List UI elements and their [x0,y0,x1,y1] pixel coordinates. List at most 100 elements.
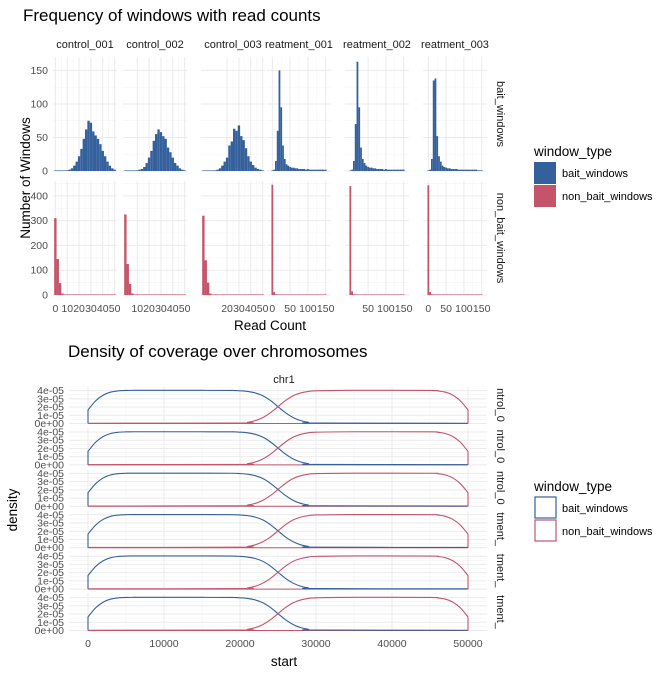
density-y-tick-label: 3e-05 [37,476,64,488]
histogram-bar [111,168,114,171]
histogram-bar [254,294,257,295]
histogram-bar [291,167,293,171]
x-tick-label: 30 [233,303,245,315]
histogram-bar [372,168,375,171]
density-line-bait-windows [87,514,469,548]
histogram-bar [166,294,170,295]
histogram-bar [298,168,300,171]
histogram-bar [468,294,471,295]
histogram-bar [361,158,364,171]
histogram-bar [283,294,286,295]
histogram-bar [211,294,215,295]
histogram-bar [319,294,322,295]
histogram-bar [307,168,309,171]
density-y-tick-label: 1e-05 [37,451,64,463]
histogram-bar [233,128,236,171]
histogram-bar [374,294,377,295]
histogram-bar [429,292,431,295]
histogram-bar [113,294,116,295]
density-facet-strip-row: ntrol_0 [494,471,506,505]
histogram-bar [124,170,127,171]
histogram-bar [204,260,207,295]
histogram-bar [473,294,476,295]
density-y-axis-title: density [5,488,20,531]
histogram-bar [87,294,90,295]
histogram-panel [345,181,409,296]
facet-strip-col: reatment_003 [421,39,489,51]
histogram-bar [124,214,127,295]
histogram-panel [123,57,187,172]
histogram-bar [223,294,226,295]
histogram-bar [367,294,369,295]
histogram-bar [162,136,165,171]
histogram-bar [361,294,364,295]
x-tick-label: 150 [317,303,335,315]
histogram-panel [123,181,187,296]
density-line-non-bait-windows [87,513,469,548]
histogram-bar [278,294,281,295]
density-x-tick-label: 20000 [225,638,254,650]
histogram-bar [251,294,255,295]
histogram-bar [445,167,447,171]
histogram-bar [280,107,283,171]
histogram-bar [92,131,95,171]
x-tick-label: 40 [167,303,179,315]
histogram-bar [445,294,447,295]
histogram-bar [256,294,260,295]
histogram-bar [289,166,291,171]
x-tick-label: 20 [221,303,233,315]
histogram-bar [468,169,471,171]
histogram-bar [289,294,291,295]
histogram-bar [89,294,93,295]
histogram-bar [126,264,129,295]
histogram-bar [164,138,167,171]
histogram-bar [455,294,458,295]
histogram-bar [388,169,391,171]
histogram-bar [56,170,59,171]
histogram-bar [271,184,274,295]
histogram-bar [273,169,275,171]
histogram-bar [477,170,479,171]
histogram-bar [138,169,141,171]
x-tick-label: 100 [299,303,317,315]
histogram-bar [381,168,384,171]
histogram-bar [128,283,132,295]
facet-strip-col: reatment_001 [265,39,333,51]
density-facet-strip-chr1: chr1 [273,374,294,386]
legend-title: window_type [533,479,612,494]
histogram-bar [106,161,109,171]
histogram-bar [285,164,288,171]
histogram-bar [237,294,241,295]
histogram-bar [383,169,385,171]
x-tick-label: 150 [395,303,413,315]
histogram-bar [216,294,219,295]
histogram-bar [470,294,472,295]
histogram-bar [441,294,444,295]
histogram-bar [349,185,352,295]
facet-strip-col: control_002 [126,39,184,51]
histogram-bar [82,294,85,295]
histogram-bar [103,294,107,295]
histogram-bar [308,169,311,171]
histogram-bar [228,145,231,171]
histogram-bar [317,294,320,295]
histogram-bar [429,169,431,171]
histogram-bar [305,169,307,171]
histogram-bar [54,218,57,295]
histogram-bar [321,294,323,295]
histogram-bar [455,168,458,171]
histogram-bar [480,170,483,171]
histogram-bar [310,169,313,171]
histogram-bar [96,138,100,171]
histogram-bar [171,294,174,295]
histogram-bar [459,294,462,295]
histogram-bar [247,294,250,295]
histogram-bar [303,168,306,171]
facet-strip-row: non_bait_windows [494,193,506,284]
histogram-bar [230,141,233,171]
histogram-bar [159,132,163,171]
histogram-bar [390,169,393,171]
histogram-bar [101,294,104,295]
histogram-bar [447,168,449,171]
